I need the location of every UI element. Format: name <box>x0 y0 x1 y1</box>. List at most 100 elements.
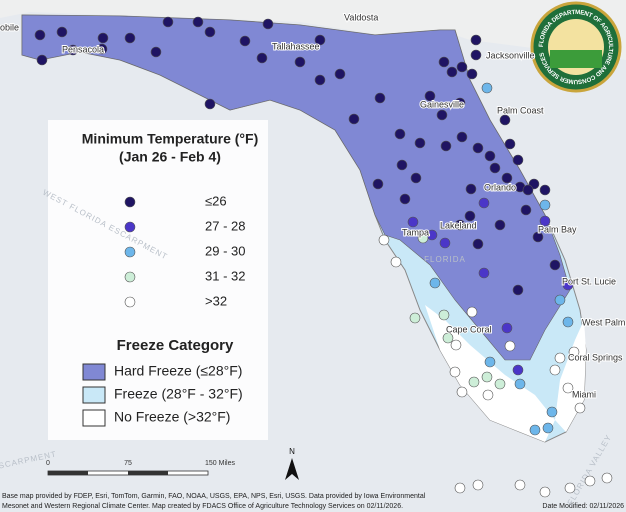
date-modified: Date Modified: 02/11/2026 <box>542 503 624 510</box>
station <box>481 371 493 383</box>
credit: Base map provided by FDEP, Esri, TomTom,… <box>2 493 426 500</box>
station <box>192 16 204 28</box>
station <box>440 140 452 152</box>
station <box>454 482 466 494</box>
station <box>456 131 468 143</box>
station <box>390 256 402 268</box>
station <box>484 356 496 368</box>
station <box>438 309 450 321</box>
station <box>438 56 450 68</box>
station <box>470 49 482 61</box>
credit: Mesonet and Western Regional Climate Cen… <box>2 503 403 510</box>
station <box>446 66 458 78</box>
station <box>546 406 558 418</box>
station <box>442 332 454 344</box>
station <box>378 234 390 246</box>
station <box>374 92 386 104</box>
city-label: Orlando <box>484 182 516 192</box>
station <box>334 68 346 80</box>
station <box>36 54 48 66</box>
station <box>162 16 174 28</box>
scale-label: 75 <box>124 460 132 467</box>
legend-title: Minimum Temperature (°F) <box>82 131 258 147</box>
station <box>372 178 384 190</box>
legend-swatch <box>124 246 136 258</box>
station <box>522 184 534 196</box>
station <box>470 34 482 46</box>
city-label: Tallahassee <box>272 41 320 51</box>
station <box>468 376 480 388</box>
station <box>466 68 478 80</box>
city-label: West Palm <box>582 317 625 327</box>
freeze-label: Hard Freeze (≤28°F) <box>114 363 242 379</box>
station <box>450 339 462 351</box>
station <box>539 215 551 227</box>
station <box>539 199 551 211</box>
station <box>239 35 251 47</box>
city-label: Lakeland <box>440 220 477 230</box>
station <box>204 26 216 38</box>
station <box>481 82 493 94</box>
station <box>539 486 551 498</box>
station <box>494 219 506 231</box>
station <box>514 378 526 390</box>
station <box>554 294 566 306</box>
station <box>562 316 574 328</box>
scale-bar: 0 75 150 Miles <box>46 460 235 476</box>
legend-label: 31 - 32 <box>205 268 245 283</box>
city-label: Tampa <box>402 227 429 237</box>
station <box>504 138 516 150</box>
legend-subtitle: (Jan 26 - Feb 4) <box>119 149 221 165</box>
city-label: Palm Coast <box>497 105 544 115</box>
station <box>399 193 411 205</box>
station <box>454 219 466 231</box>
legend-label: 27 - 28 <box>205 218 245 233</box>
station <box>429 277 441 289</box>
hard-freeze-area <box>21 14 571 361</box>
station <box>489 162 501 174</box>
station <box>414 137 426 149</box>
station <box>478 267 490 279</box>
station <box>294 56 306 68</box>
station <box>564 482 576 494</box>
station <box>499 114 511 126</box>
freeze-label: No Freeze (>32°F) <box>114 409 230 425</box>
city-label: Jacksonville <box>486 50 535 60</box>
station <box>482 389 494 401</box>
station <box>478 197 490 209</box>
station <box>549 364 561 376</box>
station <box>574 402 586 414</box>
mainland <box>0 0 626 60</box>
station <box>501 322 513 334</box>
station <box>262 18 274 30</box>
scale-bar-segment <box>48 471 88 475</box>
station <box>512 284 524 296</box>
city-label: Gainesville <box>420 99 464 109</box>
station <box>449 366 461 378</box>
station <box>409 312 421 324</box>
station <box>34 29 46 41</box>
station <box>520 204 532 216</box>
legend-label: 29 - 30 <box>205 243 245 258</box>
freeze-swatch <box>82 409 106 427</box>
station <box>396 159 408 171</box>
station <box>472 238 484 250</box>
north-label: N <box>289 447 295 456</box>
legend-swatch <box>124 221 136 233</box>
station <box>494 378 506 390</box>
station <box>466 306 478 318</box>
station <box>67 44 79 56</box>
water-label: FLORIDA <box>424 255 466 264</box>
station <box>601 472 613 484</box>
city-label: obile <box>0 22 19 32</box>
station <box>96 43 108 55</box>
station <box>512 154 524 166</box>
station <box>424 90 436 102</box>
station <box>484 150 496 162</box>
city-label: Pensacola <box>62 44 104 54</box>
freeze-swatch <box>82 386 106 404</box>
station <box>348 113 360 125</box>
station <box>456 386 468 398</box>
city-label: Miami <box>572 389 596 399</box>
